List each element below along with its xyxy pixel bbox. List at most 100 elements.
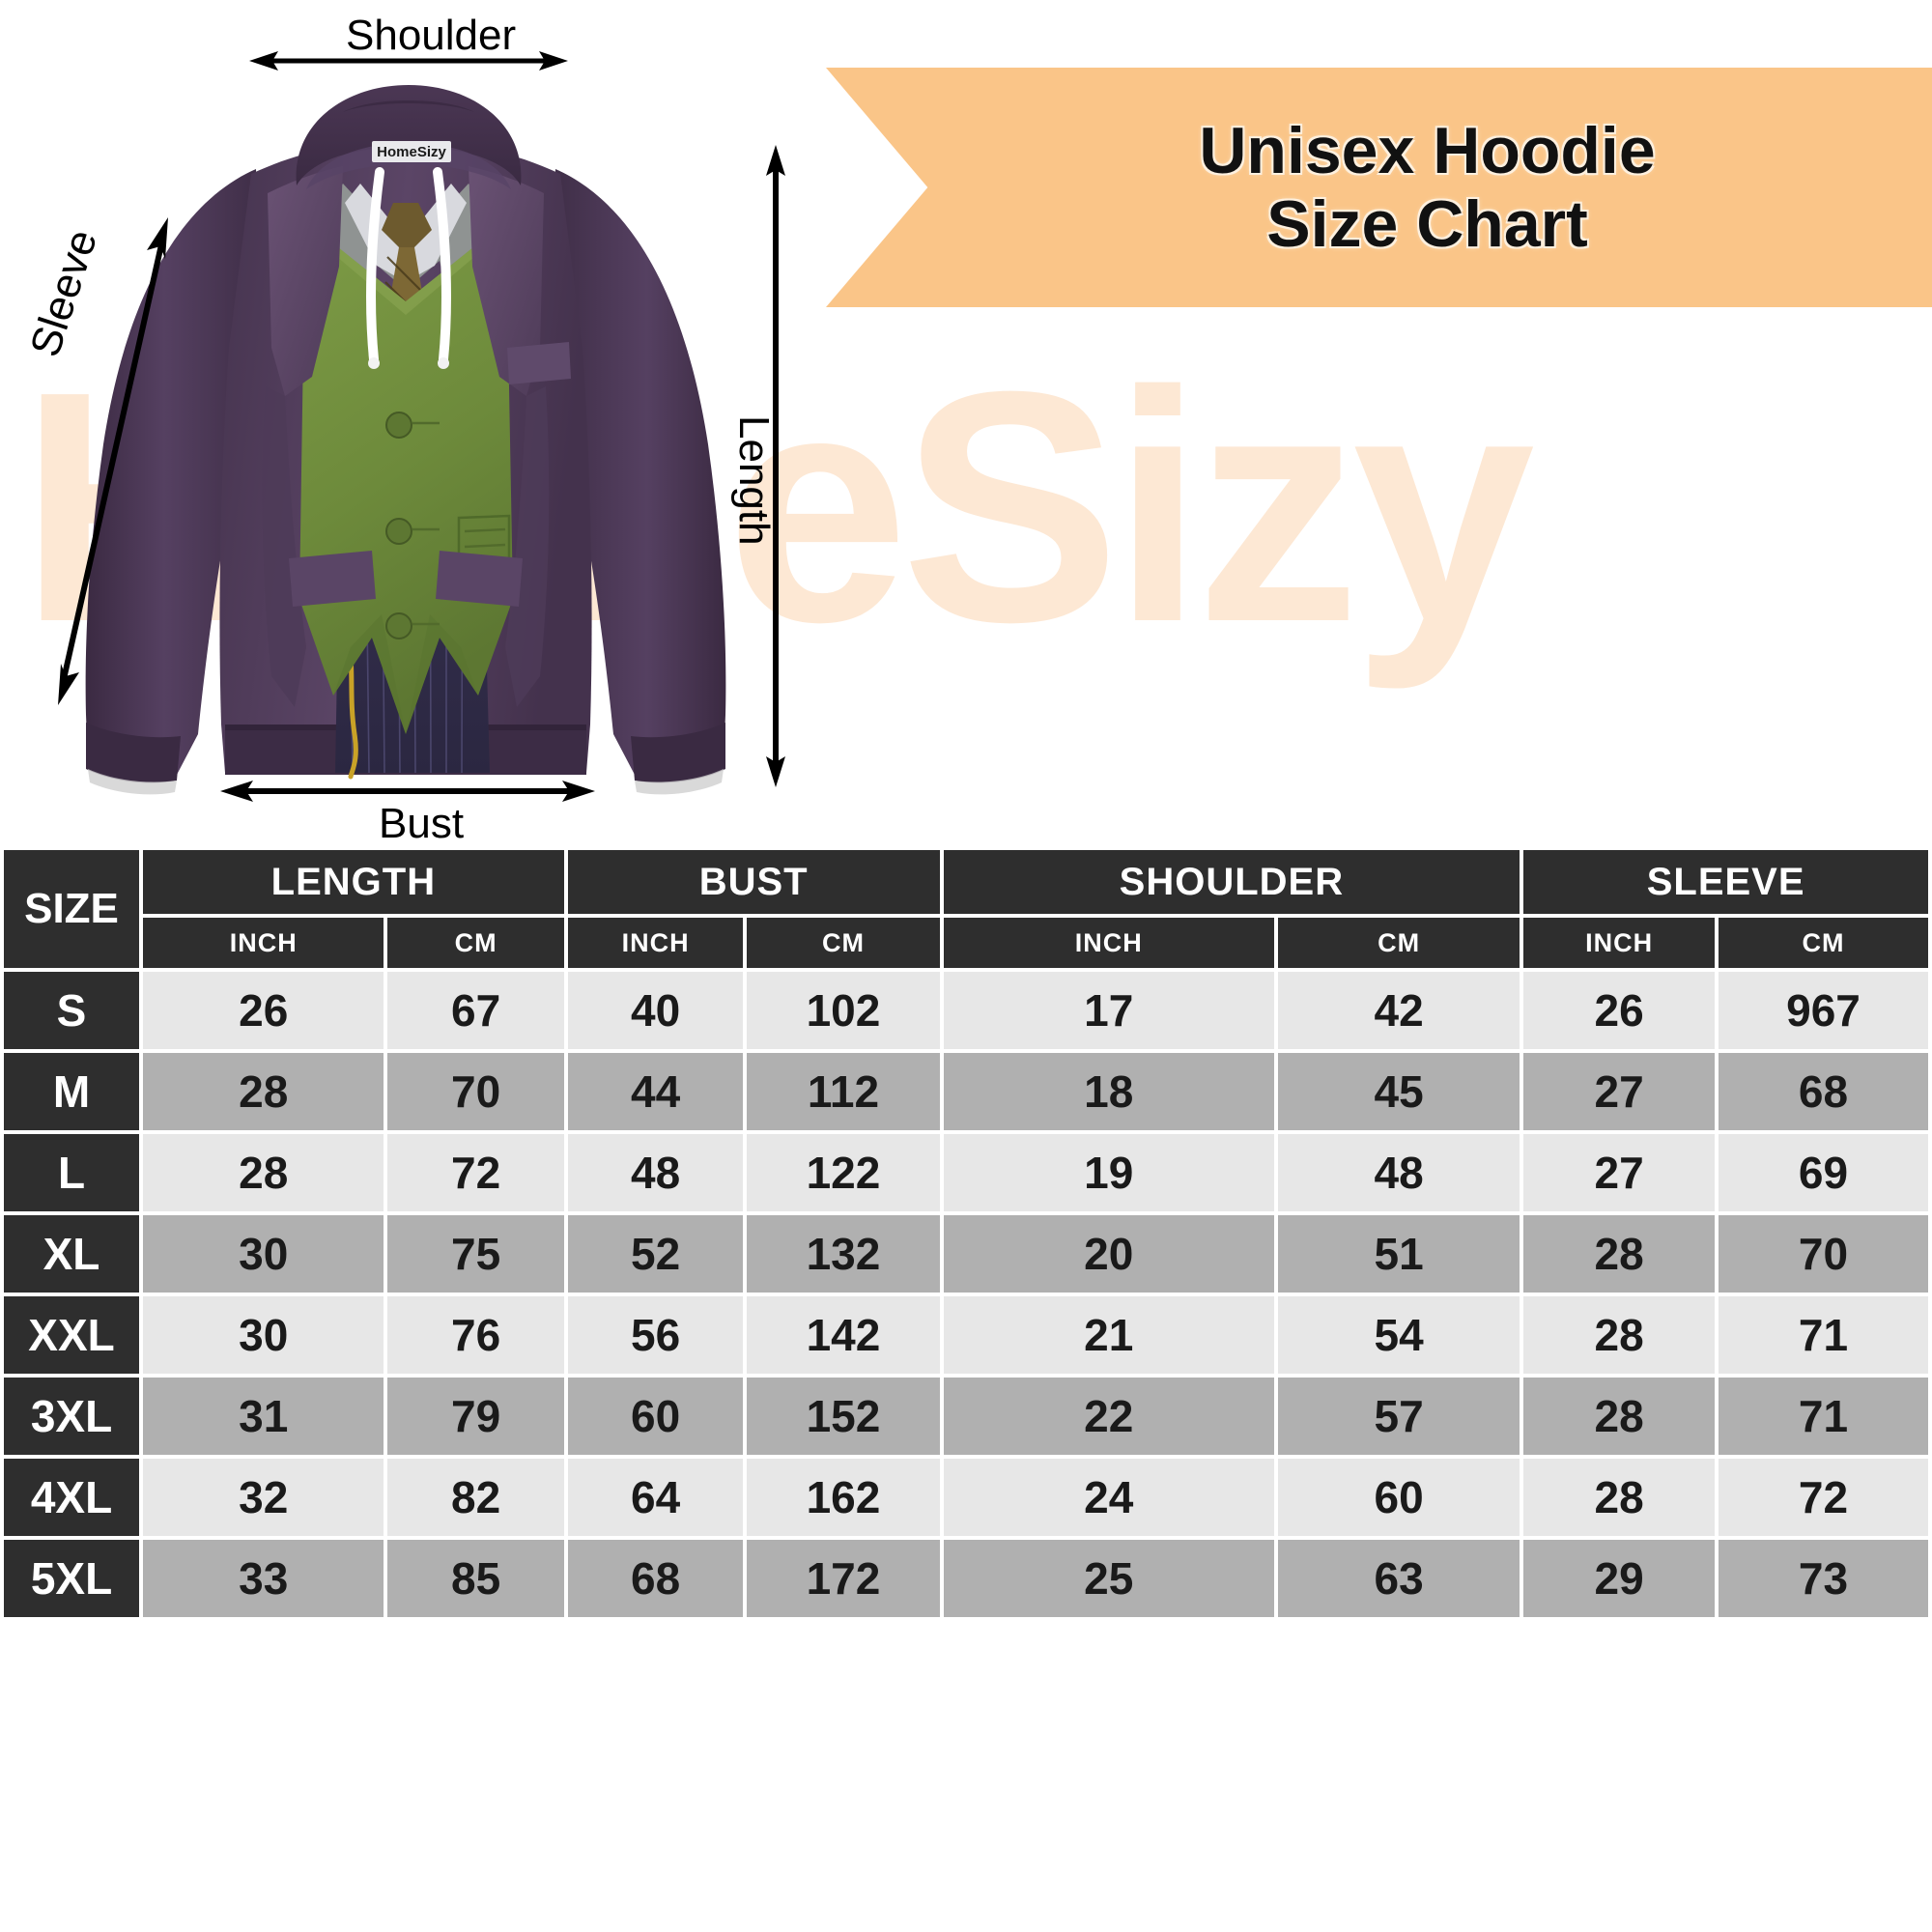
cell-bust-inch: 56 [567,1296,744,1374]
cell-length-inch: 26 [143,972,384,1049]
cell-sleeve-inch: 28 [1523,1296,1716,1374]
cell-sleeve-cm: 69 [1719,1134,1928,1211]
cell-shoulder-cm: 42 [1277,972,1520,1049]
banner-title-line1: Unisex Hoodie [1199,113,1656,187]
cell-bust-cm: 102 [747,972,940,1049]
cell-sleeve-cm: 71 [1719,1378,1928,1455]
cell-length-inch: 33 [143,1540,384,1617]
cell-length-cm: 67 [387,972,564,1049]
size-table: SIZE LENGTH BUST SHOULDER SLEEVE INCH CM… [0,846,1932,1621]
cell-sleeve-cm: 71 [1719,1296,1928,1374]
cell-sleeve-inch: 28 [1523,1459,1716,1536]
header-unit-length-inch: INCH [143,918,384,968]
cell-length-inch: 28 [143,1134,384,1211]
cell-length-inch: 32 [143,1459,384,1536]
cell-bust-inch: 48 [567,1134,744,1211]
cell-sleeve-cm: 73 [1719,1540,1928,1617]
header-size: SIZE [4,850,139,968]
cell-shoulder-cm: 45 [1277,1053,1520,1130]
cell-sleeve-inch: 27 [1523,1134,1716,1211]
neck-label: HomeSizy [372,141,451,162]
header-group-length: LENGTH [143,850,564,914]
table-row: L 28 72 48 122 19 48 27 69 [4,1134,1928,1211]
sleeve-arrow [58,217,168,705]
cell-bust-inch: 40 [567,972,744,1049]
size-table-container: SIZE LENGTH BUST SHOULDER SLEEVE INCH CM… [0,846,1932,1621]
cell-sleeve-cm: 70 [1719,1215,1928,1293]
cell-shoulder-inch: 19 [943,1134,1274,1211]
row-size: L [4,1134,139,1211]
cell-length-inch: 28 [143,1053,384,1130]
cell-length-inch: 30 [143,1296,384,1374]
cell-sleeve-cm: 967 [1719,972,1928,1049]
row-size: M [4,1053,139,1130]
bust-arrow [220,781,595,802]
cell-bust-cm: 122 [747,1134,940,1211]
cell-shoulder-cm: 48 [1277,1134,1520,1211]
row-size: 5XL [4,1540,139,1617]
cell-bust-cm: 142 [747,1296,940,1374]
title-banner: Unisex Hoodie Size Chart [826,68,1932,307]
cell-shoulder-inch: 25 [943,1540,1274,1617]
cell-length-inch: 31 [143,1378,384,1455]
cell-bust-inch: 64 [567,1459,744,1536]
cell-bust-inch: 60 [567,1378,744,1455]
row-size: S [4,972,139,1049]
header-unit-bust-cm: CM [747,918,940,968]
table-row: 5XL 33 85 68 172 25 63 29 73 [4,1540,1928,1617]
header-unit-shoulder-cm: CM [1277,918,1520,968]
hoodie-illustration: HomeSizy [85,85,726,795]
cell-bust-cm: 162 [747,1459,940,1536]
cell-bust-inch: 68 [567,1540,744,1617]
cell-shoulder-cm: 54 [1277,1296,1520,1374]
header-row-units: INCH CM INCH CM INCH CM INCH CM [4,918,1928,968]
row-size: 4XL [4,1459,139,1536]
cell-length-cm: 75 [387,1215,564,1293]
cell-sleeve-inch: 26 [1523,972,1716,1049]
table-row: M 28 70 44 112 18 45 27 68 [4,1053,1928,1130]
table-row: XXL 30 76 56 142 21 54 28 71 [4,1296,1928,1374]
cell-length-cm: 70 [387,1053,564,1130]
cell-shoulder-inch: 21 [943,1296,1274,1374]
cell-shoulder-inch: 17 [943,972,1274,1049]
header-unit-sleeve-cm: CM [1719,918,1928,968]
cell-sleeve-inch: 29 [1523,1540,1716,1617]
length-arrow [766,145,785,787]
cell-sleeve-inch: 28 [1523,1378,1716,1455]
cell-length-cm: 79 [387,1378,564,1455]
cell-shoulder-cm: 60 [1277,1459,1520,1536]
cell-shoulder-inch: 20 [943,1215,1274,1293]
cell-shoulder-inch: 18 [943,1053,1274,1130]
row-size: XXL [4,1296,139,1374]
header-unit-sleeve-inch: INCH [1523,918,1716,968]
cell-length-cm: 72 [387,1134,564,1211]
cell-bust-inch: 44 [567,1053,744,1130]
cell-bust-cm: 132 [747,1215,940,1293]
cell-sleeve-cm: 72 [1719,1459,1928,1536]
shoulder-arrow [249,51,568,71]
row-size: XL [4,1215,139,1293]
banner-title-line2: Size Chart [1266,187,1588,261]
header-unit-bust-inch: INCH [567,918,744,968]
bust-label: Bust [379,800,465,847]
length-label: Length [730,415,778,546]
table-row: 3XL 31 79 60 152 22 57 28 71 [4,1378,1928,1455]
cell-bust-cm: 112 [747,1053,940,1130]
row-size: 3XL [4,1378,139,1455]
cell-bust-inch: 52 [567,1215,744,1293]
cell-sleeve-inch: 28 [1523,1215,1716,1293]
product-hero: HomeSizy [0,0,1932,850]
header-group-sleeve: SLEEVE [1523,850,1928,914]
table-row: XL 30 75 52 132 20 51 28 70 [4,1215,1928,1293]
table-row: S 26 67 40 102 17 42 26 967 [4,972,1928,1049]
shoulder-label: Shoulder [346,12,517,59]
header-unit-length-cm: CM [387,918,564,968]
cell-sleeve-cm: 68 [1719,1053,1928,1130]
cell-bust-cm: 172 [747,1540,940,1617]
cell-length-cm: 76 [387,1296,564,1374]
cell-shoulder-cm: 57 [1277,1378,1520,1455]
header-row-groups: SIZE LENGTH BUST SHOULDER SLEEVE [4,850,1928,968]
header-group-bust: BUST [567,850,940,914]
size-table-head: SIZE LENGTH BUST SHOULDER SLEEVE INCH CM… [4,850,1928,968]
